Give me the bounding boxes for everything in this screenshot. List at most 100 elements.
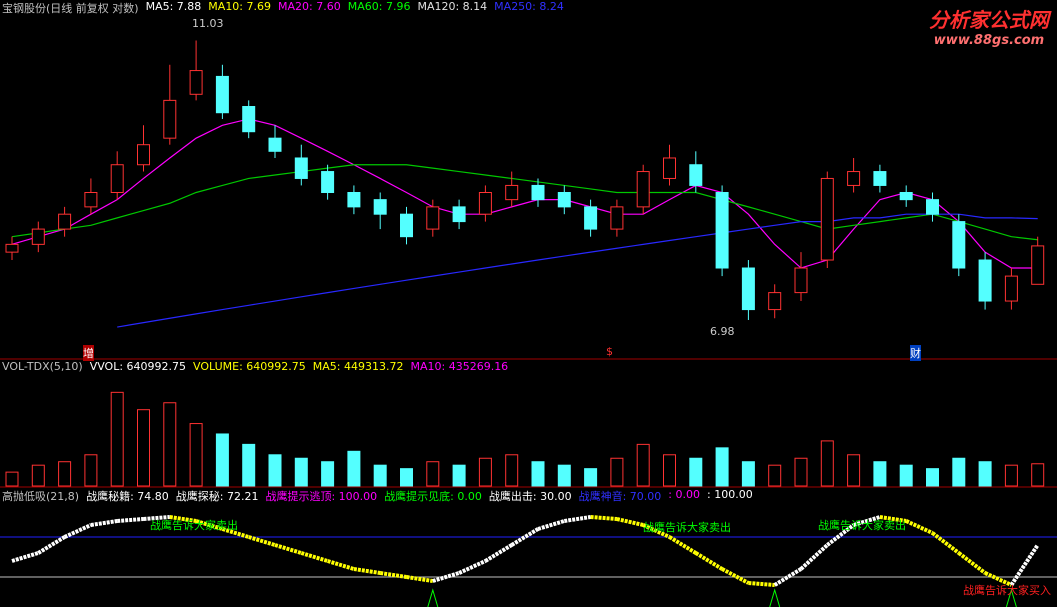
indicator-segment <box>957 551 987 575</box>
volume-bar <box>610 457 624 487</box>
indicator-segment <box>353 567 381 575</box>
price-header: 宝钢股份(日线 前复权 对数) MA5: 7.88 MA10: 7.69 MA20: … <box>2 0 564 16</box>
candle-body <box>242 106 256 133</box>
indicator-segment <box>510 527 540 547</box>
volume-bar <box>478 457 492 487</box>
indicator-segment <box>694 551 724 571</box>
volume-bar <box>1031 463 1045 487</box>
indicator-segment <box>379 571 407 579</box>
candle-body <box>584 206 598 230</box>
candle-body <box>189 70 203 95</box>
legend-entry: 战鹰提示见底: 0.00 <box>384 490 482 503</box>
candle-body <box>137 144 150 166</box>
candle-body <box>1031 245 1045 285</box>
volume-bar <box>741 461 755 487</box>
candle-body <box>5 243 19 253</box>
volume-bar <box>847 454 861 487</box>
ma-line <box>11 164 1038 241</box>
candle-body <box>899 192 913 201</box>
candle-body <box>663 157 676 179</box>
legend-entry: MA10: 435269.16 <box>410 360 509 373</box>
indicator-segment <box>11 551 39 563</box>
volume-bar <box>531 461 545 487</box>
indicator-segment <box>406 575 434 583</box>
volume-bar <box>426 461 440 487</box>
volume-bar <box>978 461 992 487</box>
candle-body <box>741 267 755 311</box>
candle-body <box>978 259 992 302</box>
candle-body <box>452 206 466 223</box>
marker: $ <box>606 345 613 358</box>
indicator-segment <box>931 531 961 555</box>
volume-bar <box>5 471 19 487</box>
buy-signal <box>1005 588 1017 607</box>
indicator-segment <box>853 515 881 527</box>
volume-bar <box>636 443 650 487</box>
indicator-segment <box>984 571 1013 587</box>
legend-entry: : 0.00 <box>668 488 700 501</box>
volume-bar <box>557 464 571 487</box>
low-label: 6.98 <box>710 325 735 338</box>
indicator-segment <box>773 567 803 587</box>
volume-bar <box>899 464 913 487</box>
volume-bar <box>137 409 150 487</box>
candle-body <box>215 75 229 114</box>
legend-entry: MA250: 8.24 <box>494 0 564 13</box>
volume-bar <box>873 461 887 487</box>
logo: 分析家公式网 www.88gs.com <box>929 4 1049 48</box>
buy-signal <box>769 588 781 607</box>
ma-line <box>11 118 1038 269</box>
marker: 增 <box>83 345 94 361</box>
logo-name: 分析家公式网 <box>929 8 1049 32</box>
buy-signal <box>427 588 439 607</box>
indicator-segment <box>143 515 170 521</box>
volume-bar <box>768 464 782 487</box>
ma-line <box>117 213 1038 328</box>
sell-label: 战鹰告诉大家卖出 <box>643 521 731 534</box>
volume-bar <box>84 454 98 487</box>
volume-bar <box>689 457 703 487</box>
volume-bar <box>1004 464 1018 487</box>
high-label: 11.03 <box>192 17 224 30</box>
candle-body <box>926 199 939 215</box>
indicator-segment <box>879 515 907 523</box>
title: 高抛低吸(21,8) <box>2 490 80 503</box>
indicator-segment <box>563 515 591 523</box>
candle-body <box>952 221 966 269</box>
legend-entry: MA5: 449313.72 <box>312 360 404 373</box>
indicator-segment <box>721 567 750 585</box>
candle-body <box>347 192 361 208</box>
legend-entry: VOLUME: 640992.75 <box>193 360 306 373</box>
title: 宝钢股份(日线 前复权 对数) <box>2 2 139 15</box>
indicator-segment <box>905 519 934 535</box>
sell-label: 战鹰告诉大家卖出 <box>818 519 906 532</box>
indicator-segment <box>799 543 829 571</box>
legend-entry: VVOL: 640992.75 <box>89 360 187 373</box>
indicator-segment <box>90 519 118 527</box>
candle-body <box>58 213 72 230</box>
volume-bar <box>242 443 256 487</box>
volume-bar <box>189 423 203 487</box>
indicator-segment <box>117 517 144 523</box>
indicator-segment <box>537 519 565 531</box>
legend-entry: 战鹰探秘: 72.21 <box>175 490 259 503</box>
indicator-segment <box>169 515 197 523</box>
legend-entry: 战鹰出击: 30.00 <box>488 490 572 503</box>
volume-bar <box>347 450 361 487</box>
indicator-segment <box>616 517 644 527</box>
candle-body <box>478 192 492 215</box>
indicator-segment <box>37 535 66 555</box>
candle-body <box>400 213 413 238</box>
candle-body <box>820 177 834 261</box>
volume-bar <box>373 464 387 487</box>
candle-body <box>294 157 308 179</box>
candle-body <box>873 171 887 186</box>
legend-entry: : 100.00 <box>707 488 753 501</box>
legend-entry: MA10: 7.69 <box>208 0 272 13</box>
indicator-segment <box>826 523 855 547</box>
candle-body <box>1004 275 1018 302</box>
candle-body <box>321 171 335 194</box>
volume-bar <box>952 457 966 487</box>
